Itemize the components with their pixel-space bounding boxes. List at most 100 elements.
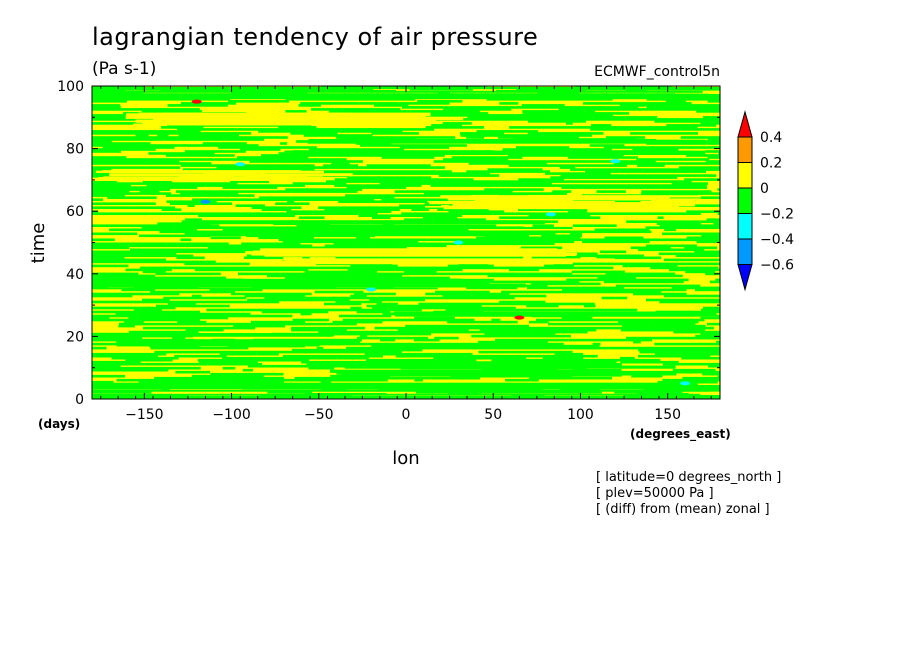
field-streak — [496, 158, 509, 161]
field-streak — [421, 328, 469, 332]
field-streak — [180, 164, 245, 167]
field-streak — [473, 292, 510, 296]
field-band — [394, 311, 698, 315]
field-streak — [328, 110, 336, 113]
field-streak — [381, 156, 416, 159]
field-streak — [369, 180, 432, 183]
field-streak — [301, 272, 354, 276]
field-streak — [655, 324, 677, 328]
field-band — [452, 203, 696, 207]
field-streak — [316, 356, 337, 360]
field-streak — [149, 290, 223, 294]
field-streak — [166, 132, 207, 135]
field-streak — [282, 240, 358, 244]
field-streak — [253, 356, 273, 360]
field-streak — [535, 98, 604, 101]
field-streak — [394, 190, 457, 193]
field-streak — [303, 364, 349, 368]
field-streak — [92, 232, 138, 236]
field-streak — [454, 294, 483, 298]
field-streak — [150, 212, 178, 215]
field-streak — [451, 376, 480, 380]
field-streak — [528, 120, 586, 123]
field-streak — [253, 358, 310, 362]
field-streak — [662, 232, 720, 236]
field-streak — [251, 206, 288, 209]
field-streak — [707, 226, 720, 229]
field-streak — [589, 144, 625, 147]
field-streak — [195, 110, 203, 113]
field-streak — [544, 280, 580, 284]
field-streak — [589, 338, 628, 342]
field-streak — [238, 312, 251, 316]
field-streak — [233, 322, 263, 326]
field-streak — [426, 344, 499, 348]
field-streak — [494, 342, 564, 346]
field-streak — [560, 174, 625, 177]
field-streak — [184, 316, 229, 320]
field-streak — [195, 346, 249, 350]
field-streak — [371, 132, 380, 135]
field-band — [92, 385, 678, 388]
field-streak — [218, 322, 233, 326]
field-streak — [176, 190, 240, 193]
field-streak — [638, 354, 711, 358]
field-streak — [242, 300, 280, 304]
field-streak — [717, 330, 720, 334]
field-streak — [160, 126, 204, 129]
field-streak — [441, 114, 515, 117]
field-streak — [466, 136, 485, 139]
field-streak — [551, 118, 602, 121]
field-streak — [459, 342, 495, 346]
field-streak — [92, 292, 148, 296]
field-streak — [542, 216, 552, 219]
field-streak — [175, 370, 211, 374]
field-streak — [245, 308, 280, 312]
field-streak — [164, 366, 201, 370]
field-streak — [526, 268, 540, 272]
field-streak — [657, 216, 664, 219]
field-streak — [713, 120, 720, 123]
field-streak — [437, 358, 477, 362]
field-streak — [655, 352, 710, 356]
field-streak — [141, 260, 216, 264]
field-streak — [287, 200, 295, 203]
field-streak — [92, 391, 152, 394]
field-streak — [138, 380, 211, 384]
field-streak — [249, 160, 268, 163]
field-streak — [615, 284, 644, 288]
extreme-spot — [545, 212, 556, 217]
field-streak — [575, 286, 597, 290]
field-streak — [626, 336, 699, 340]
field-streak — [409, 88, 473, 91]
field-streak — [170, 208, 182, 211]
field-streak — [92, 148, 156, 151]
field-streak — [406, 176, 432, 179]
field-streak — [151, 224, 220, 227]
field-streak — [258, 130, 331, 133]
field-streak — [244, 288, 263, 292]
field-streak — [207, 132, 252, 135]
field-streak — [289, 266, 315, 270]
field-streak — [358, 212, 378, 215]
field-streak — [264, 212, 290, 215]
field-streak — [438, 174, 500, 177]
field-streak — [711, 298, 720, 302]
field-streak — [296, 224, 356, 227]
field-streak — [603, 146, 655, 149]
field-streak — [467, 280, 488, 284]
field-streak — [218, 146, 265, 149]
field-streak — [129, 254, 194, 258]
field-streak — [276, 166, 310, 169]
field-streak — [92, 190, 130, 193]
field-streak — [92, 150, 121, 153]
field-streak — [393, 344, 405, 348]
field-streak — [334, 184, 363, 187]
field-streak — [263, 350, 336, 354]
field-streak — [195, 362, 208, 366]
field-streak — [596, 190, 626, 193]
field-streak — [372, 172, 430, 175]
field-streak — [546, 376, 612, 380]
field-streak — [92, 132, 161, 135]
field-streak — [363, 276, 391, 280]
